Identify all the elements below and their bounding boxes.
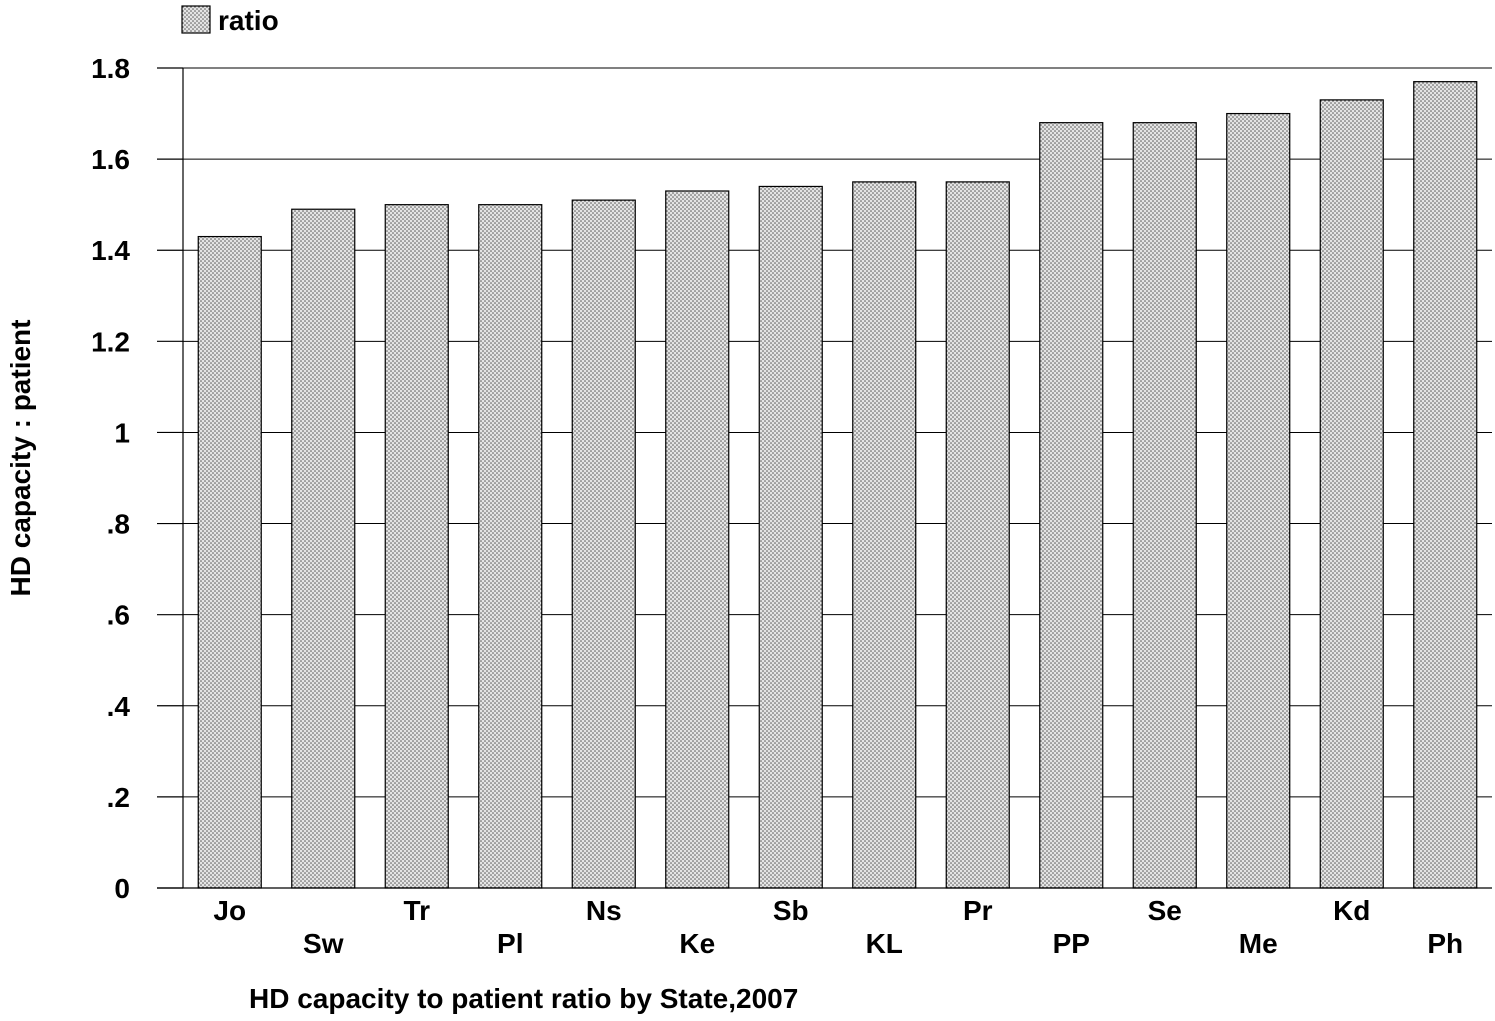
y-tick-labels: 0 .2 .4 .6 .8 1 1.2 1.4 1.6 1.8 xyxy=(91,53,183,904)
y-axis-title: HD capacity : patient xyxy=(5,320,36,597)
x-axis-title: HD capacity to patient ratio by State,20… xyxy=(249,983,798,1014)
x-tick-label: Tr xyxy=(404,895,431,926)
bar-tr xyxy=(384,204,449,889)
bar-me xyxy=(1226,112,1291,889)
y-tick-label: .4 xyxy=(107,691,131,722)
bar-ke xyxy=(665,190,730,889)
bar-ph xyxy=(1413,81,1478,889)
y-tick-label: 1.6 xyxy=(91,144,130,175)
bar-sb xyxy=(758,185,823,889)
bar-ns xyxy=(571,199,636,889)
x-tick-label: Sb xyxy=(773,895,809,926)
x-tick-labels: Jo Sw Tr Pl Ns Ke Sb KL Pr PP Se Me Kd Ph xyxy=(213,895,1463,959)
gridlines xyxy=(183,67,1492,798)
x-tick-label: Pl xyxy=(497,928,523,959)
y-tick-label: .2 xyxy=(107,782,130,813)
bar-pr xyxy=(945,181,1010,889)
x-tick-label: Se xyxy=(1148,895,1182,926)
y-tick-label: 1.4 xyxy=(91,235,130,266)
x-tick-label: KL xyxy=(866,928,903,959)
y-tick-label: 1.8 xyxy=(91,53,130,84)
bar-pp xyxy=(1039,122,1104,889)
legend-swatch xyxy=(181,5,211,34)
y-tick-label: .6 xyxy=(107,600,130,631)
legend-label: ratio xyxy=(218,5,279,36)
x-tick-label: Pr xyxy=(963,895,993,926)
legend: ratio xyxy=(181,5,279,36)
bar-kl xyxy=(852,181,917,889)
bar-kd xyxy=(1319,99,1384,889)
x-tick-label: Ns xyxy=(586,895,622,926)
bar-sw xyxy=(291,208,356,889)
y-tick-label: 0 xyxy=(114,873,130,904)
x-tick-label: Jo xyxy=(213,895,246,926)
x-tick-label: Sw xyxy=(303,928,344,959)
y-tick-label: 1.2 xyxy=(91,326,130,357)
bar-pl xyxy=(478,204,543,889)
bar-jo xyxy=(197,235,262,889)
y-tick-label: .8 xyxy=(107,509,130,540)
bar-se xyxy=(1132,122,1197,889)
y-tick-label: 1 xyxy=(114,417,130,448)
bars xyxy=(197,81,1478,889)
axes xyxy=(157,68,1492,889)
x-tick-label: PP xyxy=(1053,928,1090,959)
x-tick-label: Ke xyxy=(679,928,715,959)
x-tick-label: Kd xyxy=(1333,895,1370,926)
x-tick-label: Me xyxy=(1239,928,1278,959)
x-tick-label: Ph xyxy=(1427,928,1463,959)
